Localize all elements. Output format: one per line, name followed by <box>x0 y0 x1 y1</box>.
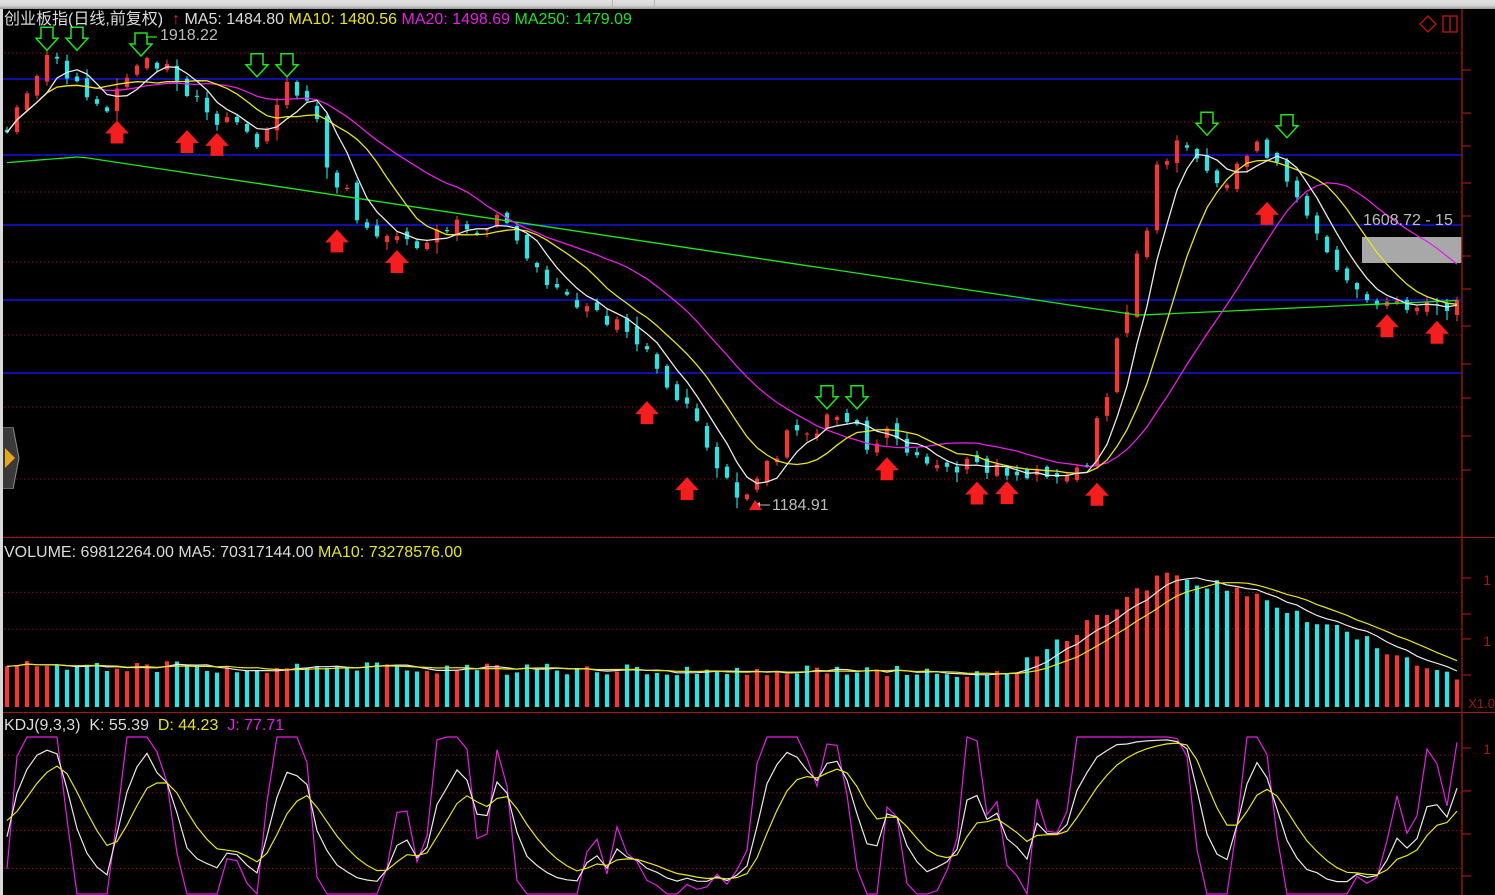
svg-text:1918.22: 1918.22 <box>160 27 218 44</box>
svg-text:1184.91: 1184.91 <box>772 497 829 514</box>
svg-text:1608.72 - 15: 1608.72 - 15 <box>1363 212 1453 229</box>
